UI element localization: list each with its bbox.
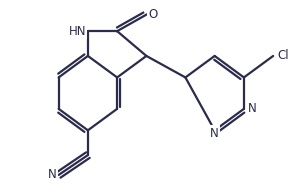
Text: HN: HN — [69, 25, 86, 38]
Text: N: N — [210, 127, 219, 140]
Text: N: N — [248, 102, 256, 115]
Text: Cl: Cl — [278, 50, 289, 62]
Text: N: N — [48, 168, 57, 181]
Text: O: O — [148, 8, 157, 21]
